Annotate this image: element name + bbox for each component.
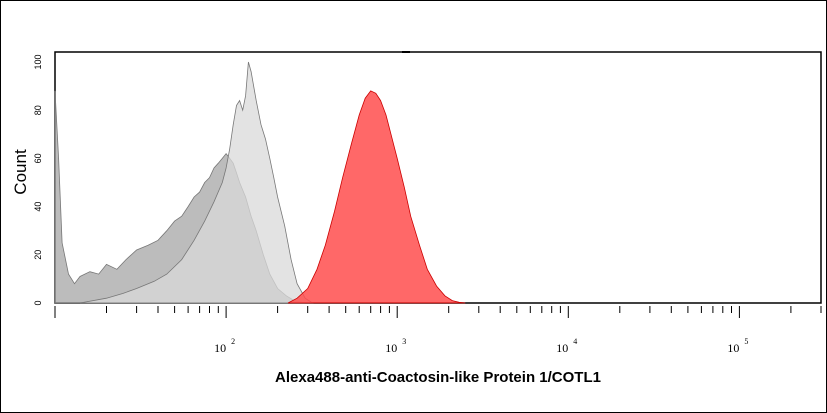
y-tick-label: 80 [33,105,43,115]
y-axis-ticks: 0 20 40 60 80 100 [33,54,43,305]
x-axis-label: Alexa488-anti-Coactosin-like Protein 1/C… [275,369,601,386]
y-tick-label: 100 [33,54,43,69]
x-tick-label: 10 [385,341,397,355]
x-tick-exponent: 2 [231,337,235,346]
y-axis-label: Count [11,149,30,195]
x-tick-label: 10 [214,341,226,355]
histogram-series-3 [287,90,466,304]
x-tick-label: 10 [727,341,739,355]
x-tick-exponent: 5 [744,337,748,346]
x-tick-exponent: 4 [573,337,577,346]
y-tick-label: 40 [33,202,43,212]
y-tick-label: 20 [33,250,43,260]
y-tick-label: 0 [33,300,43,305]
x-tick-label: 10 [556,341,568,355]
x-tick-exponent: 3 [402,337,406,346]
series-layer [54,61,466,304]
y-tick-label: 60 [33,153,43,163]
x-axis-ticks: 10 2 10 3 10 4 10 5 [54,306,822,355]
histogram-series-2 [79,61,314,304]
